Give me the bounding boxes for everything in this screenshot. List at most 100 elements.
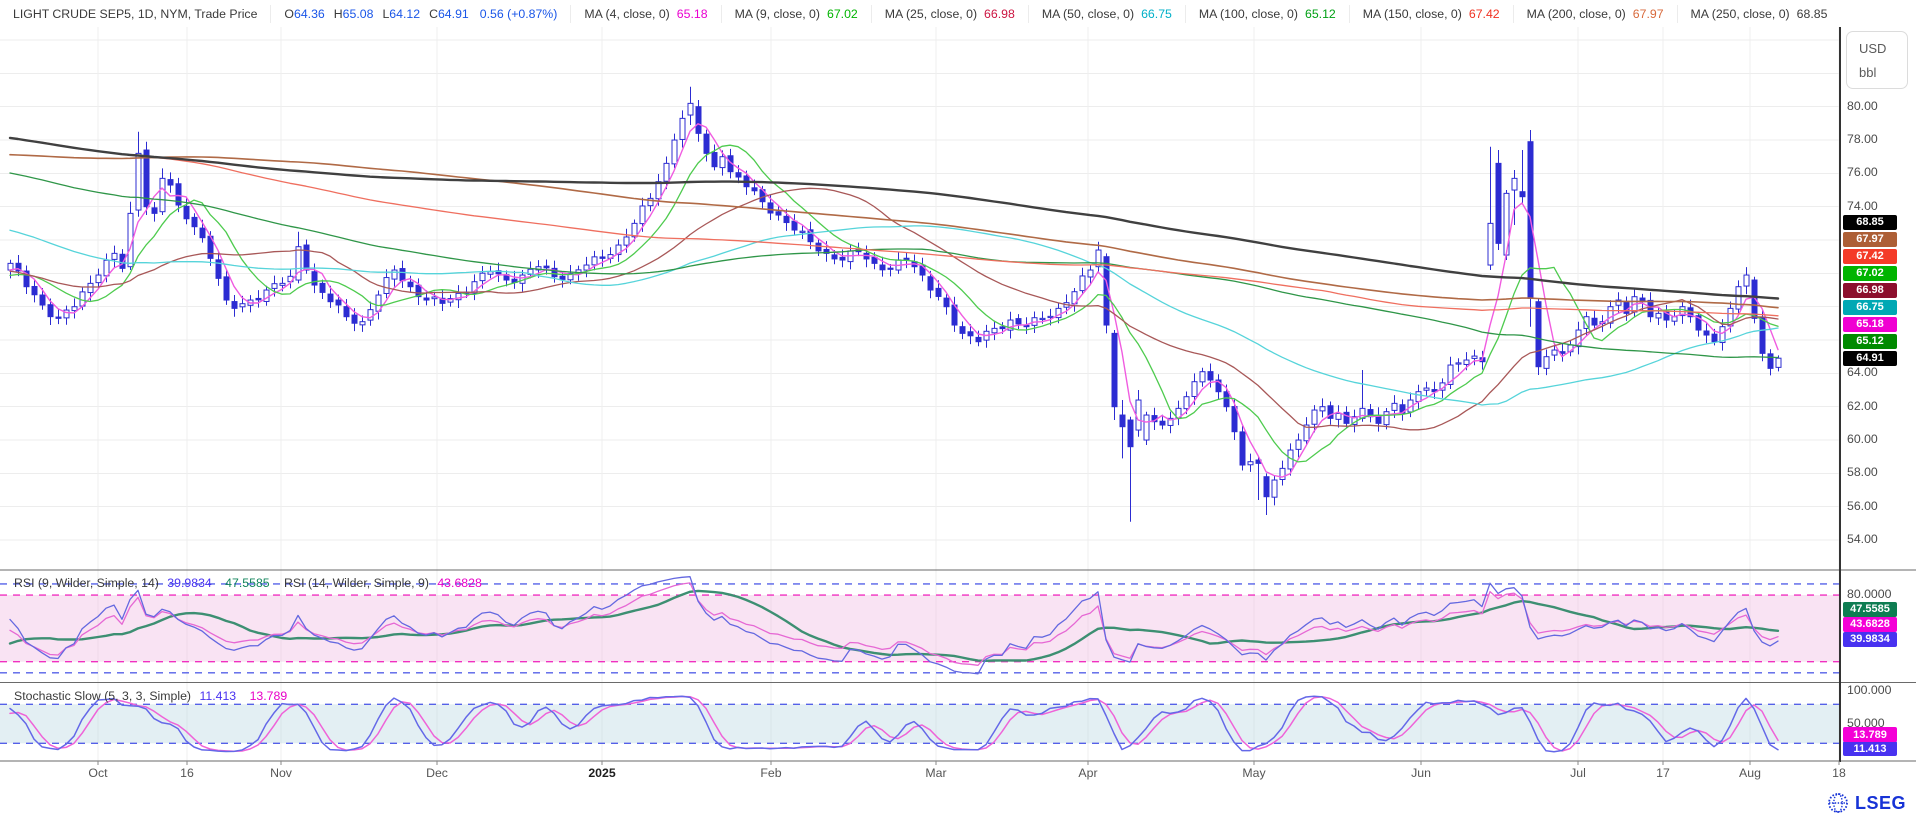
time-axis-tick: Feb	[760, 766, 782, 780]
axis-badge: 67.02	[1843, 265, 1897, 281]
axis-badge: 43.6828	[1843, 616, 1897, 632]
price-tick: 80.00	[1847, 98, 1878, 113]
candles-layer	[7, 86, 1782, 522]
price-tick: 74.00	[1847, 198, 1878, 213]
ma-legend-0[interactable]: MA (4, close, 0) 65.18	[571, 4, 722, 23]
axis-badge: 11.413	[1843, 741, 1897, 757]
time-axis-tick: 2025	[588, 766, 616, 780]
stoch-tick: 100.000	[1847, 683, 1892, 698]
price-tick: 62.00	[1847, 398, 1878, 413]
lseg-globe-icon	[1828, 793, 1848, 813]
gridlines	[0, 27, 1840, 761]
ma-value: 66.75	[1141, 6, 1172, 21]
axis-badge: 47.5585	[1843, 601, 1897, 617]
ma-legend-1[interactable]: MA (9, close, 0) 67.02	[722, 4, 872, 23]
price-pane	[7, 86, 1782, 522]
unit-measure: bbl	[1859, 64, 1877, 80]
time-axis-tick: Nov	[270, 766, 292, 780]
axis-badge: 39.9834	[1843, 631, 1897, 647]
ohlc-chip[interactable]: O64.36 H65.08 L64.12 C64.91 0.56 (+0.87%)	[271, 4, 572, 23]
axis-badge: 13.789	[1843, 727, 1897, 743]
axis-badge: 66.98	[1843, 282, 1897, 298]
ma-legend-7[interactable]: MA (250, close, 0) 68.85	[1678, 5, 1841, 23]
time-axis-tick: Jul	[1570, 766, 1586, 780]
axis-badge: 67.42	[1843, 248, 1897, 264]
stoch-label-text: Stochastic Slow (5, 3, 3, Simple)	[14, 689, 192, 703]
time-axis-tick: Aug	[1739, 766, 1761, 780]
change-value: 0.56 (+0.87%)	[479, 6, 558, 21]
lseg-logo: LSEG	[1827, 792, 1906, 814]
time-axis-tick: May	[1242, 766, 1266, 780]
ma-label: MA (50, close, 0)	[1041, 6, 1135, 21]
ma-value: 67.02	[827, 6, 858, 21]
axis-badge: 67.97	[1843, 231, 1897, 247]
price-tick: 60.00	[1847, 432, 1878, 447]
ma-value: 68.85	[1796, 6, 1828, 21]
time-axis-tick: Oct	[88, 766, 108, 780]
ohlc-values: O64.36 H65.08 L64.12 C64.91	[284, 7, 477, 21]
chart-legend-bar: LIGHT CRUDE SEP5, 1D, NYM, Trade Price O…	[0, 0, 1916, 27]
price-tick: 78.00	[1847, 132, 1878, 147]
time-axis-tick: Mar	[925, 766, 947, 780]
rsi14-label-text: RSI (14, Wilder, Simple, 9)	[284, 576, 429, 590]
ma-label: MA (200, close, 0)	[1526, 6, 1626, 21]
ma-value: 67.42	[1468, 6, 1500, 21]
rsi-study-label[interactable]: RSI (9, Wilder, Simple, 14) 39.9834 47.5…	[14, 576, 487, 590]
axis-badge: 64.91	[1843, 350, 1897, 366]
price-tick: 76.00	[1847, 165, 1878, 180]
rsi9-avg-value: 47.5585	[225, 576, 270, 590]
lseg-logo-text: LSEG	[1854, 792, 1906, 813]
instrument-title-chip[interactable]: LIGHT CRUDE SEP5, 1D, NYM, Trade Price	[0, 4, 272, 23]
price-tick: 56.00	[1847, 498, 1878, 513]
unit-selector[interactable]: USD bbl	[1846, 31, 1908, 89]
time-axis-tick: Apr	[1078, 766, 1098, 780]
stochastic-pane	[0, 695, 1840, 753]
price-tick: 64.00	[1847, 365, 1878, 380]
time-axis-tick: Jun	[1411, 766, 1431, 780]
ma-label: MA (250, close, 0)	[1690, 6, 1790, 21]
ma-label: MA (4, close, 0)	[584, 6, 670, 21]
ma-label: MA (25, close, 0)	[884, 6, 978, 21]
ma-value: 67.97	[1632, 6, 1664, 21]
ohlc-c: C64.91	[429, 6, 469, 21]
rsi-pane	[0, 576, 1840, 675]
price-tick: 58.00	[1847, 465, 1878, 480]
ma-value: 66.98	[984, 6, 1015, 21]
ma-legend-5[interactable]: MA (150, close, 0) 67.42	[1350, 4, 1514, 23]
ohlc-h: H65.08	[333, 6, 374, 21]
axis-badge: 68.85	[1843, 214, 1897, 230]
stoch-k-value: 11.413	[199, 689, 237, 703]
rsi9-value: 39.9834	[167, 576, 212, 590]
instrument-title: LIGHT CRUDE SEP5, 1D, NYM, Trade Price	[13, 6, 258, 21]
ma-legend-6[interactable]: MA (200, close, 0) 67.97	[1514, 4, 1678, 23]
ohlc-l: L64.12	[382, 6, 421, 21]
stochastic-study-label[interactable]: Stochastic Slow (5, 3, 3, Simple) 11.413…	[14, 689, 292, 703]
time-axis-tick: 17	[1656, 766, 1670, 780]
ma-value: 65.12	[1304, 6, 1336, 21]
ma-legend-4[interactable]: MA (100, close, 0) 65.12	[1186, 4, 1350, 23]
axis-badge: 65.12	[1843, 333, 1897, 349]
stoch-d-value: 13.789	[249, 689, 288, 703]
ohlc-o: O64.36	[284, 6, 325, 21]
ma-value: 65.18	[676, 6, 708, 21]
ma-label: MA (100, close, 0)	[1198, 6, 1298, 21]
axis-badge: 66.75	[1843, 299, 1897, 315]
pane-frames	[0, 27, 1916, 765]
ma-legend-2[interactable]: MA (25, close, 0) 66.98	[872, 4, 1029, 23]
ma-legend-list: MA (4, close, 0) 65.18 MA (9, close, 0) 67.…	[571, 4, 1841, 23]
ma-legend-3[interactable]: MA (50, close, 0) 66.75	[1029, 4, 1186, 23]
time-axis-tick: 18	[1832, 766, 1846, 780]
stoch-tick: 50.000	[1847, 715, 1885, 730]
rsi-label-text: RSI (9, Wilder, Simple, 14)	[14, 576, 159, 590]
ma-label: MA (150, close, 0)	[1362, 6, 1462, 21]
time-axis-tick: Dec	[426, 766, 448, 780]
price-tick: 54.00	[1847, 532, 1878, 547]
time-axis-tick: 16	[180, 766, 194, 780]
axis-badge: 65.18	[1843, 316, 1897, 332]
rsi-tick: 80.0000	[1847, 587, 1892, 602]
rsi14-value: 43.6828	[437, 576, 482, 590]
ma-label: MA (9, close, 0)	[734, 6, 820, 21]
unit-currency: USD	[1859, 40, 1887, 56]
